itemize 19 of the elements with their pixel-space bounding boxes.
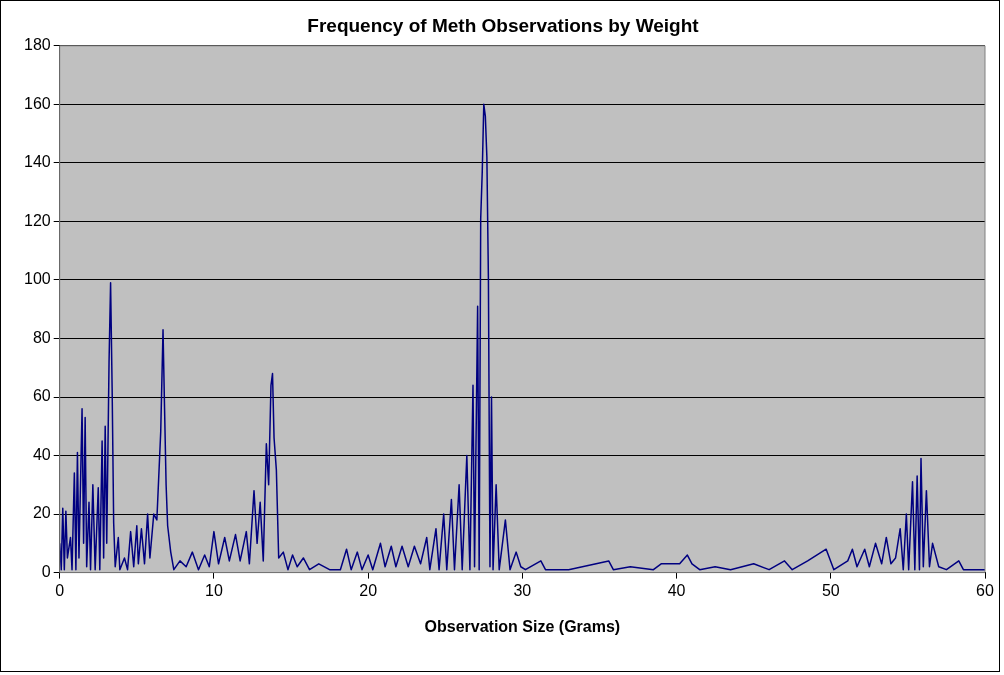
x-tick-label: 60 [976, 581, 994, 599]
y-tick-label: 80 [32, 328, 51, 346]
chart-title: Frequency of Meth Observations by Weight [307, 14, 700, 36]
y-tick-label: 140 [23, 153, 51, 171]
y-tick-label: 180 [23, 36, 51, 54]
y-tick-label: 0 [41, 563, 51, 581]
x-axis-title: Observation Size (Grams) [424, 617, 621, 635]
y-tick-label: 20 [32, 504, 51, 522]
x-tick-label: 10 [205, 581, 223, 599]
x-tick-label: 0 [55, 581, 65, 599]
y-tick-label: 160 [23, 94, 51, 112]
y-tick-label: 40 [32, 445, 51, 463]
x-tick-label: 30 [513, 581, 532, 599]
x-tick-label: 40 [667, 581, 686, 599]
y-tick-label: 120 [23, 211, 51, 229]
x-tick-label: 50 [821, 581, 840, 599]
y-tick-label: 60 [32, 387, 51, 405]
y-tick-label: 100 [23, 270, 51, 288]
x-tick-label: 20 [359, 581, 378, 599]
